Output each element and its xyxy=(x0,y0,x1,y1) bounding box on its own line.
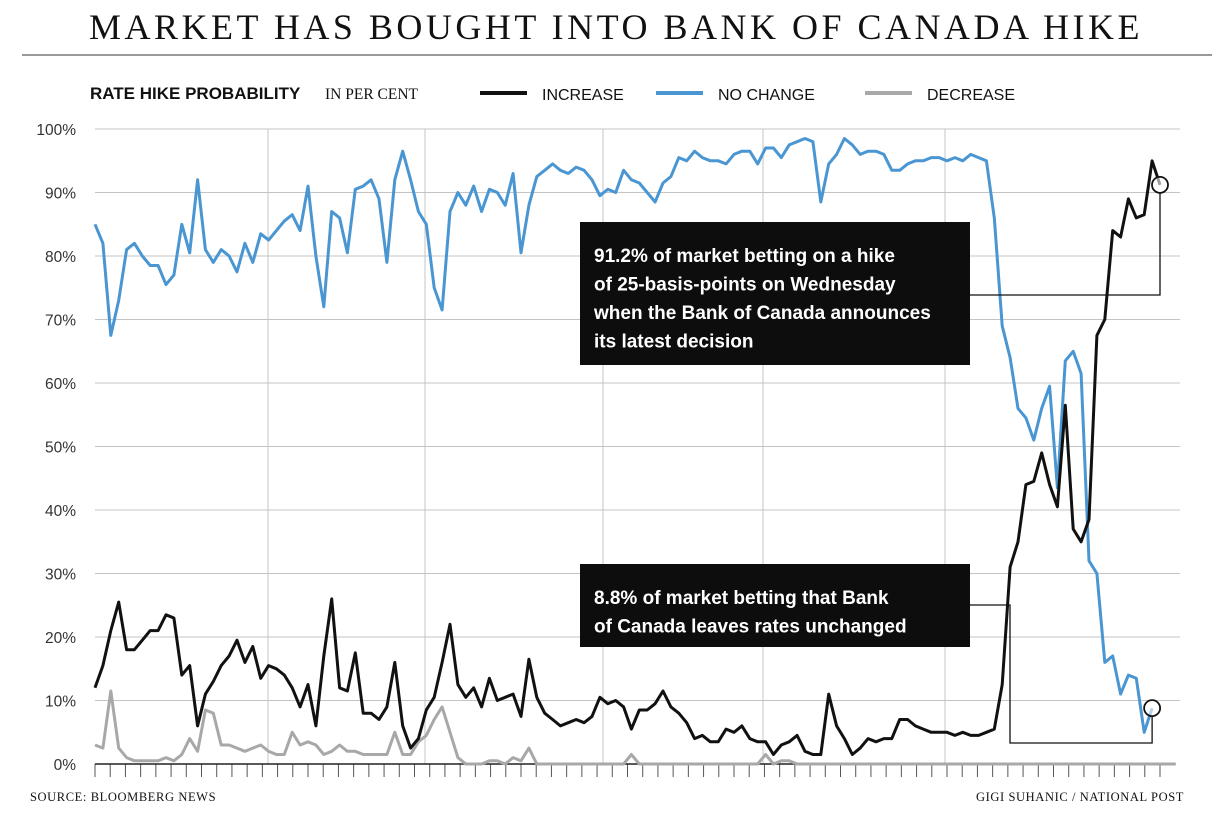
series-lines xyxy=(93,137,1176,766)
legend: RATE HIKE PROBABILITY IN PER CENT INCREASE… xyxy=(90,84,1015,104)
annotation-marker xyxy=(1143,699,1162,718)
series-line-decrease xyxy=(94,689,1176,766)
legend-label: NO CHANGE xyxy=(718,87,815,104)
annotation-text: 91.2% of market betting on a hike xyxy=(594,246,895,267)
series-line-increase xyxy=(93,159,1162,756)
credit-note: GIGI SUHANIC / NATIONAL POST xyxy=(976,790,1184,804)
chart-title: RATE HIKE PROBABILITY xyxy=(90,84,301,103)
y-tick-label: 100% xyxy=(36,122,76,139)
annotation-text: of 25-basis-points on Wednesday xyxy=(594,275,896,296)
y-tick-label: 10% xyxy=(45,694,76,711)
y-tick-label: 0% xyxy=(54,757,77,774)
legend-label: DECREASE xyxy=(927,87,1015,104)
annotation-marker xyxy=(1151,175,1169,194)
annotation-box xyxy=(580,564,970,647)
y-tick-label: 40% xyxy=(45,503,76,520)
annotations: 91.2% of market betting on a hike of 25-b… xyxy=(580,175,1169,744)
y-axis-ticks: 0% 10% 20% 30% 40% 50% 60% 70% 80% 90% 100% xyxy=(36,122,76,774)
annotation-text: 8.8% of market betting that Bank xyxy=(594,588,889,609)
y-tick-label: 80% xyxy=(45,249,76,266)
source-note: SOURCE: BLOOMBERG NEWS xyxy=(30,790,217,804)
annotation-leader xyxy=(970,604,1153,744)
y-tick-label: 60% xyxy=(45,376,76,393)
y-tick-label: 30% xyxy=(45,567,76,584)
y-tick-label: 90% xyxy=(45,186,76,203)
annotation-text: its latest decision xyxy=(594,332,753,353)
series-line-no-change xyxy=(93,137,1154,734)
y-tick-label: 50% xyxy=(45,440,76,457)
headline: MARKET HAS BOUGHT INTO BANK OF CANADA HI… xyxy=(88,7,1144,47)
annotation-box xyxy=(580,222,970,365)
annotation-leader xyxy=(970,192,1161,296)
annotation-text: of Canada leaves rates unchanged xyxy=(594,617,907,638)
legend-label: INCREASE xyxy=(542,87,624,104)
y-tick-label: 70% xyxy=(45,313,76,330)
annotation-text: when the Bank of Canada announces xyxy=(593,303,931,324)
x-axis-ticks xyxy=(94,764,1161,777)
chart-title-unit: IN PER CENT xyxy=(325,86,419,103)
headline-rule xyxy=(22,54,1212,56)
y-tick-label: 20% xyxy=(45,630,76,647)
